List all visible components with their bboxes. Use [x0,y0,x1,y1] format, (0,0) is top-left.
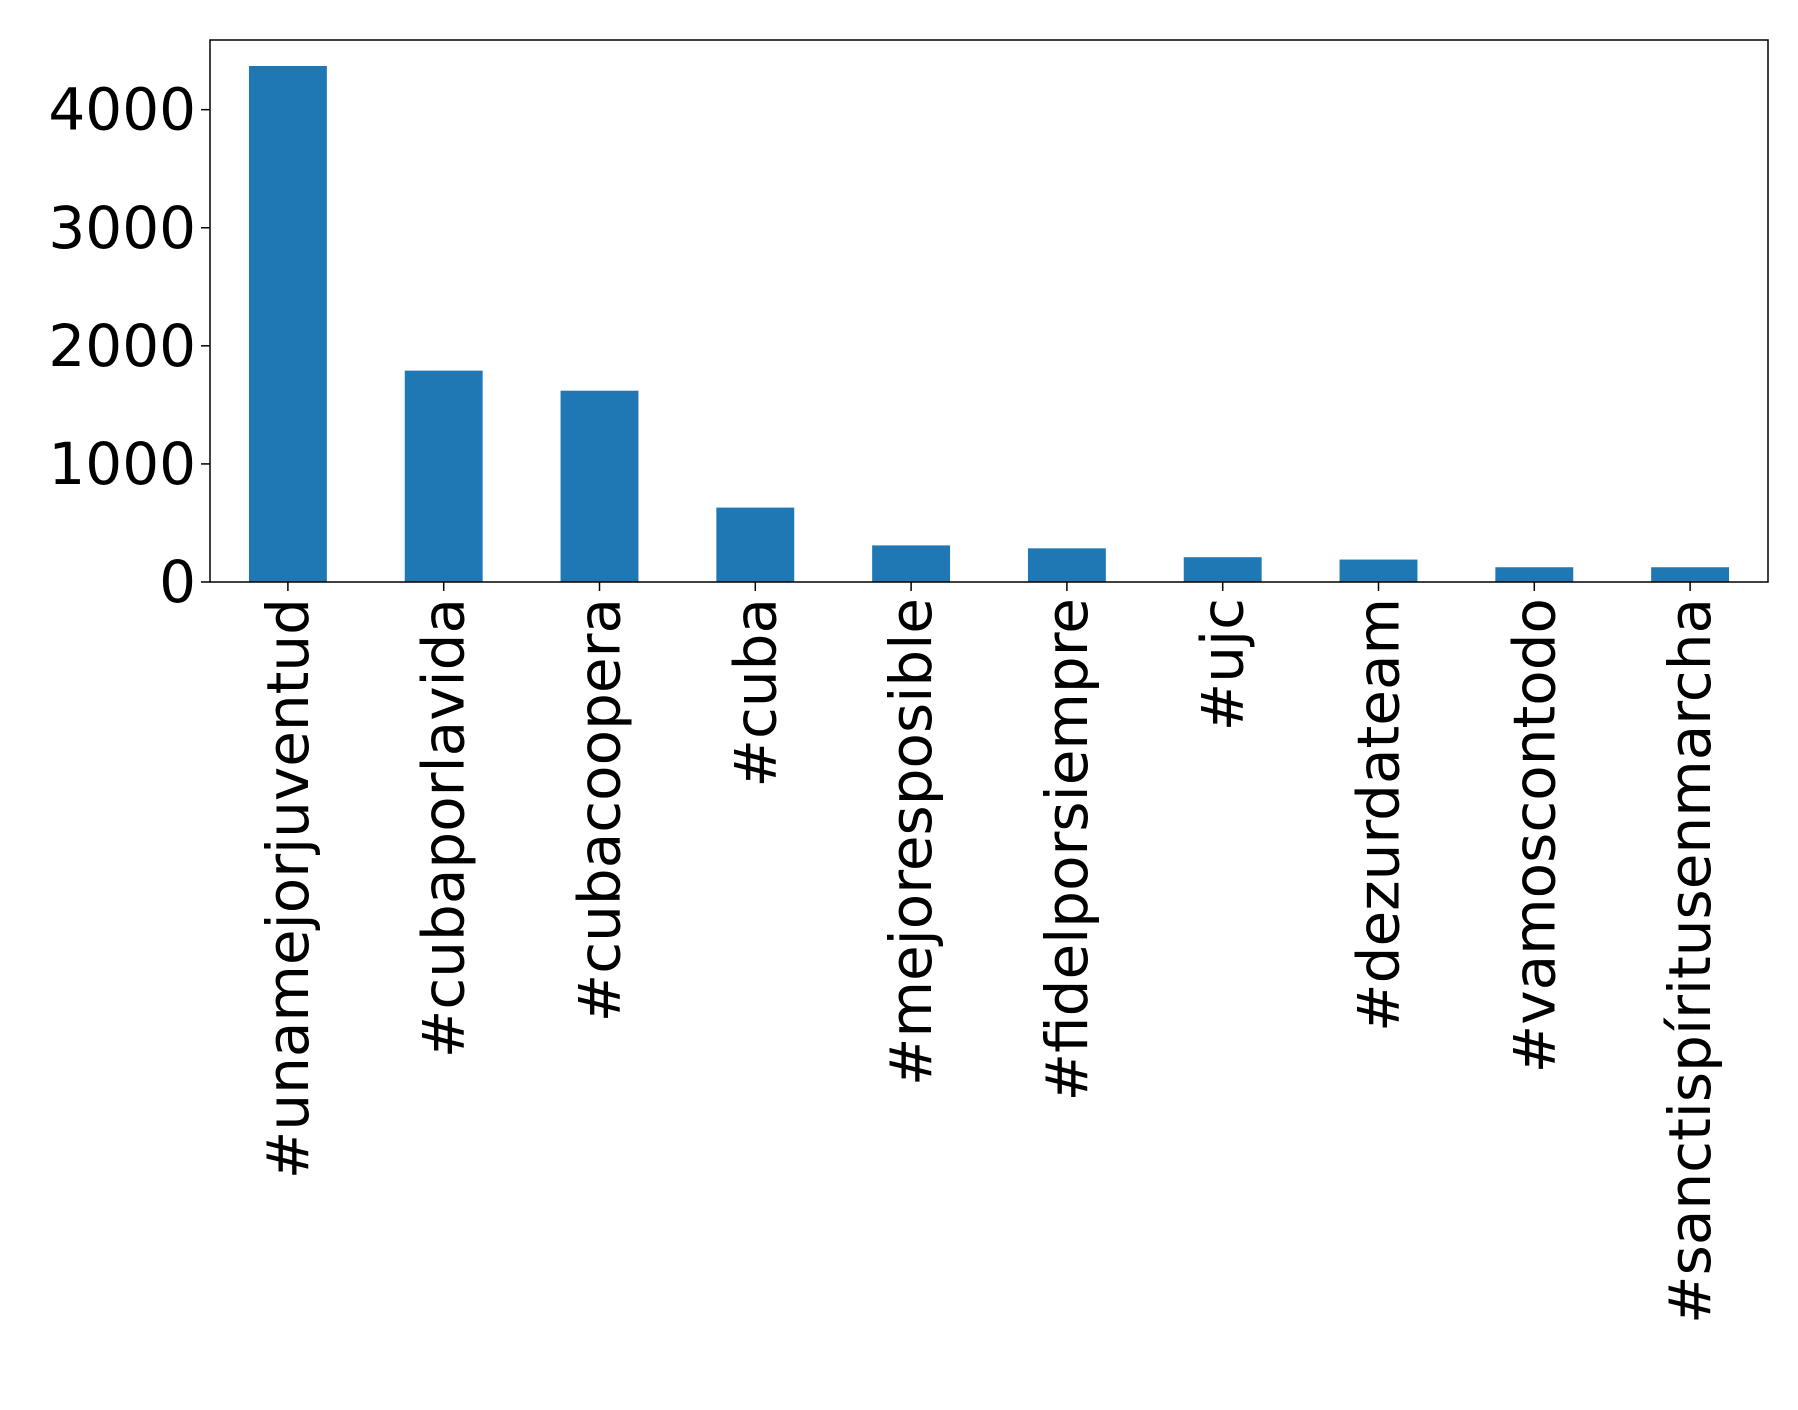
bar-4 [872,545,951,582]
y-tick-label: 1000 [48,430,196,498]
x-tick-label: #dezurdateam [1345,598,1413,1032]
x-tick-label: #sanctispíritusenmarcha [1656,598,1724,1324]
bar-2 [560,390,639,582]
bar-0 [248,65,327,582]
y-tick-label: 2000 [48,312,196,380]
bar-3 [716,507,795,582]
y-tick-label: 0 [159,548,196,616]
x-tick-label: #ujc [1189,598,1257,731]
x-tick-label: #cubacoopera [566,598,634,1022]
y-tick-label: 4000 [48,76,196,144]
bars-group [248,65,1730,582]
x-tick-label: #mejoresposible [877,598,945,1086]
bar-5 [1027,548,1106,582]
bar-1 [404,370,483,582]
x-tick-label: #cubaporlavida [410,598,478,1058]
plot-frame [209,39,1769,583]
x-tick-label: #cuba [721,598,789,788]
x-tick-label: #fidelporsiempre [1033,598,1101,1101]
x-tick-label: #unamejorjuventud [254,598,322,1179]
y-axis: 0 1000 2000 3000 4000 [48,76,210,616]
bar-7 [1339,559,1418,582]
y-tick-label: 3000 [48,194,196,262]
bar-6 [1183,557,1262,582]
bar-9 [1651,567,1730,582]
x-axis: #unamejorjuventud #cubaporlavida #cubacoop… [254,582,1724,1324]
x-tick-label: #vamoscontodo [1500,598,1568,1073]
bar-8 [1495,567,1574,582]
